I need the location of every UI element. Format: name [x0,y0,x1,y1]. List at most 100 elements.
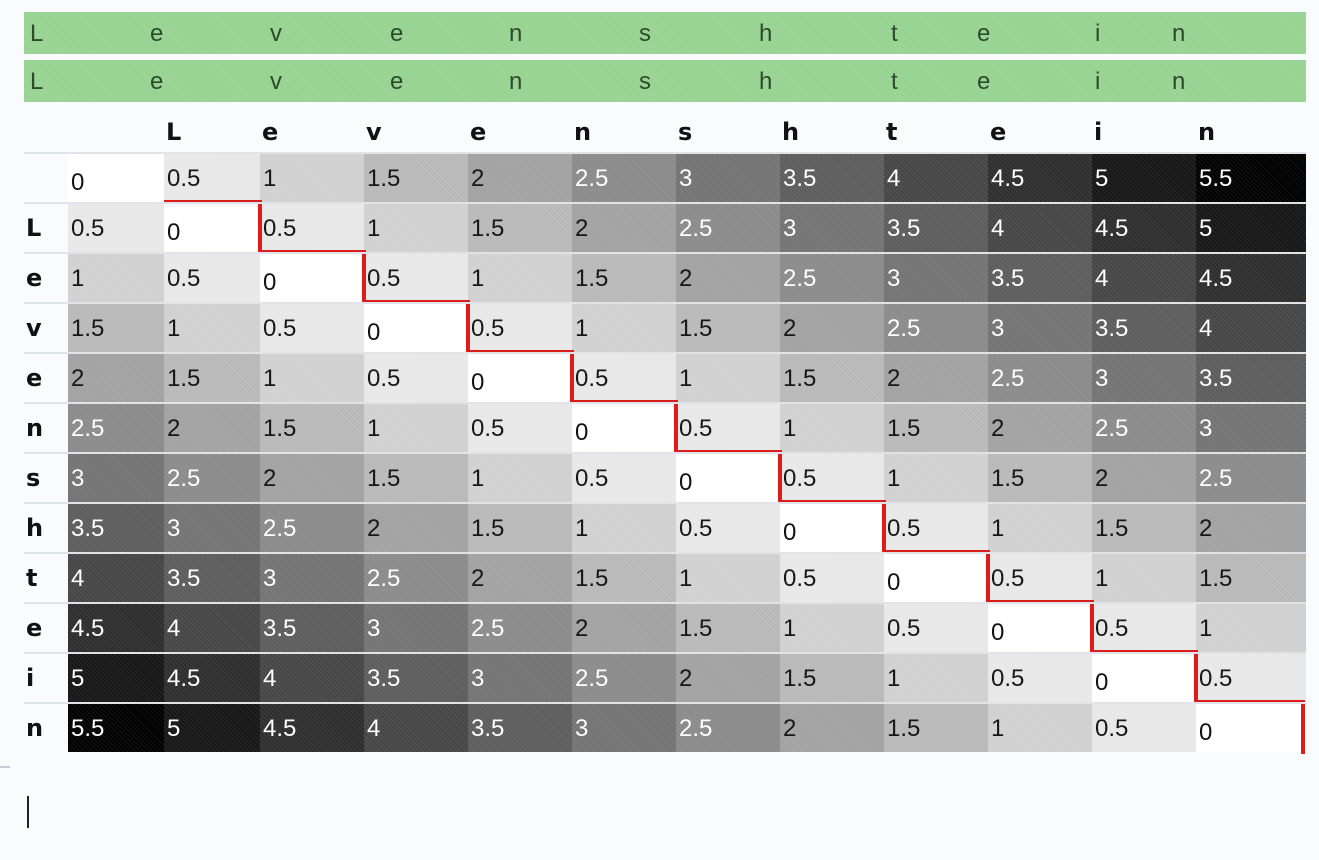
row-header: t [26,564,38,592]
matrix-cell: 0 [468,354,572,402]
alignment-char: e [150,68,164,95]
matrix-cell: 2 [68,354,164,402]
column-header: h [782,118,800,146]
alignment-char: n [1172,68,1186,95]
matrix-cell: 3.5 [1196,354,1306,402]
row-separator [24,202,1306,204]
matrix-cell: 3 [1196,404,1306,452]
alignment-char: n [1172,20,1186,47]
matrix-cell: 1.5 [260,404,364,452]
column-header: n [1198,118,1216,146]
alignment-char: t [891,20,898,47]
row-header: e [26,364,43,392]
matrix-cell: 0.5 [68,204,164,252]
matrix-cell: 1 [1196,604,1306,652]
matrix-cell: 2 [572,604,676,652]
matrix-cell: 1.5 [780,354,884,402]
alignment-char: e [390,68,404,95]
edge-marker [0,766,10,768]
matrix-cell: 2 [780,304,884,352]
matrix-cell: 2.5 [364,554,468,602]
row-header: L [26,214,42,242]
matrix-cell: 1.5 [676,604,780,652]
matrix-cell: 4 [1196,304,1306,352]
matrix-cell: 3 [164,504,260,552]
matrix-cell: 2 [780,704,884,752]
matrix-cell: 1.5 [364,154,468,202]
matrix-cell: 2 [164,404,260,452]
matrix-cell: 3.5 [164,554,260,602]
matrix-cell: 3 [884,254,988,302]
row-header: i [26,664,35,692]
matrix-cell: 1.5 [572,554,676,602]
matrix-cell: 1.5 [364,454,468,502]
column-header: v [366,118,382,146]
matrix-cell: 1.5 [884,704,988,752]
alignment-char: s [639,20,651,47]
alignment-char: i [1095,68,1101,95]
matrix-cell: 5 [1196,204,1306,252]
matrix-cell: 1.5 [1092,504,1196,552]
matrix-cell: 5 [164,704,260,752]
matrix-cell: 1 [164,304,260,352]
alignment-char: n [509,68,523,95]
matrix-cell: 2.5 [68,404,164,452]
matrix-cell: 0.5 [884,504,988,552]
matrix-cell: 2 [988,404,1092,452]
matrix-cell: 2.5 [1196,454,1306,502]
row-header: e [26,614,43,642]
matrix-cell: 3 [364,604,468,652]
matrix-cell: 0 [164,204,260,252]
matrix-cell: 2 [572,204,676,252]
matrix-cell: 2 [1092,454,1196,502]
matrix-cell: 2 [1196,504,1306,552]
matrix-cell: 1.5 [1196,554,1306,602]
matrix-cell: 0 [364,304,468,352]
matrix-cell: 3.5 [260,604,364,652]
matrix-cell: 2 [468,554,572,602]
matrix-cell: 0.5 [676,404,780,452]
matrix-cell: 2.5 [164,454,260,502]
matrix-cell: 5 [68,654,164,702]
matrix-cell: 1 [364,404,468,452]
matrix-cell: 3.5 [884,204,988,252]
matrix-cell: 4.5 [68,604,164,652]
matrix-cell: 0 [260,254,364,302]
row-separator [24,702,1306,704]
matrix-cell: 1.5 [468,504,572,552]
row-header: s [26,464,41,492]
matrix-cell: 4.5 [164,654,260,702]
matrix-cell: 1 [572,504,676,552]
row-separator [24,652,1306,654]
matrix-cell: 3.5 [988,254,1092,302]
matrix-cell: 0 [676,454,780,502]
matrix-cell: 0.5 [260,204,364,252]
row-separator [24,252,1306,254]
matrix-cell: 3 [1092,354,1196,402]
matrix-cell: 3.5 [1092,304,1196,352]
matrix-cell: 0.5 [260,304,364,352]
row-header: h [26,514,44,542]
matrix-cell: 0.5 [676,504,780,552]
matrix-cell: 0 [1092,654,1196,702]
alignment-char: v [270,20,282,47]
row-separator [24,502,1306,504]
matrix-cell: 0.5 [884,604,988,652]
column-header: e [470,118,487,146]
matrix-cell: 0.5 [1196,654,1306,702]
alignment-char: t [891,68,898,95]
matrix-cell: 3 [676,154,780,202]
matrix-cell: 0.5 [164,154,260,202]
matrix-cell: 0 [780,504,884,552]
text-cursor-icon [27,796,29,828]
matrix-cell: 0 [988,604,1092,652]
matrix-cell: 3 [988,304,1092,352]
row-separator [24,452,1306,454]
matrix-cell: 0.5 [780,454,884,502]
matrix-cell: 4 [68,554,164,602]
matrix-cell: 2.5 [676,204,780,252]
matrix-cell: 2.5 [572,654,676,702]
alignment-char: e [390,20,404,47]
